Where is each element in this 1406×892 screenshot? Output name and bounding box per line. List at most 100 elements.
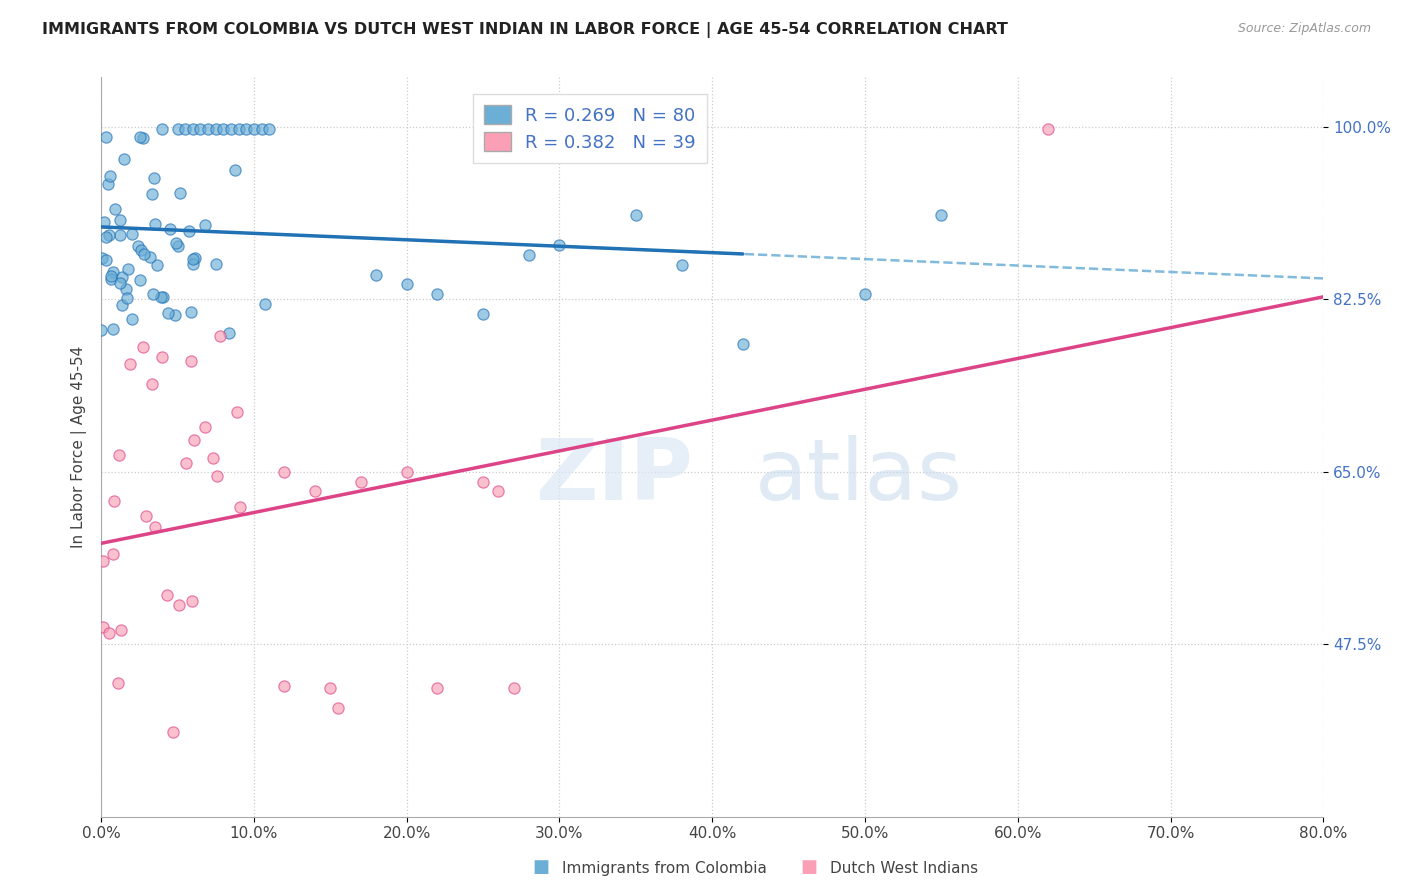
Point <box>121 227 143 242</box>
Text: ■: ■ <box>800 858 817 876</box>
Point <box>731 336 754 351</box>
Point <box>181 252 204 266</box>
Point <box>209 329 232 343</box>
Point <box>395 465 418 479</box>
Point <box>180 305 202 319</box>
Point <box>166 238 188 252</box>
Point <box>183 433 205 447</box>
Point <box>146 258 169 272</box>
Text: IMMIGRANTS FROM COLOMBIA VS DUTCH WEST INDIAN IN LABOR FORCE | AGE 45-54 CORRELA: IMMIGRANTS FROM COLOMBIA VS DUTCH WEST I… <box>42 22 1008 38</box>
Point <box>121 312 143 326</box>
Point <box>204 121 226 136</box>
Point <box>181 257 204 271</box>
Point <box>90 323 112 337</box>
Point <box>142 287 165 301</box>
Point <box>97 625 120 640</box>
Point <box>166 121 188 136</box>
Point <box>169 186 191 200</box>
Point <box>426 681 449 696</box>
Point <box>135 509 157 524</box>
Point <box>502 681 524 696</box>
Point <box>177 224 200 238</box>
Point <box>273 465 295 479</box>
Point <box>115 282 138 296</box>
Point <box>96 129 118 144</box>
Point <box>250 121 273 136</box>
Point <box>472 307 495 321</box>
Point <box>366 268 388 282</box>
Point <box>150 290 173 304</box>
Point <box>254 297 277 311</box>
Point <box>184 251 207 265</box>
Point <box>98 169 121 183</box>
Point <box>104 202 127 217</box>
Point <box>141 376 163 391</box>
Point <box>180 353 202 368</box>
Point <box>426 287 449 301</box>
Point <box>228 121 250 136</box>
Point <box>101 547 124 561</box>
Point <box>624 208 647 222</box>
Point <box>326 701 349 715</box>
Point <box>120 357 142 371</box>
Point <box>150 121 173 136</box>
Point <box>218 326 240 340</box>
Point <box>517 248 540 262</box>
Point <box>150 350 173 364</box>
Point <box>101 265 124 279</box>
Point <box>132 131 155 145</box>
Point <box>103 493 125 508</box>
Text: ■: ■ <box>533 858 550 876</box>
Point <box>94 252 117 267</box>
Text: Dutch West Indians: Dutch West Indians <box>830 861 977 876</box>
Point <box>107 676 129 690</box>
Point <box>115 291 138 305</box>
Point <box>205 257 228 271</box>
Point <box>243 121 266 136</box>
Point <box>141 187 163 202</box>
Point <box>96 230 118 244</box>
Point <box>174 121 197 136</box>
Point <box>117 262 139 277</box>
Point <box>273 679 295 693</box>
Point <box>143 217 166 231</box>
Point <box>205 469 228 483</box>
Text: ZIP: ZIP <box>536 435 693 518</box>
Point <box>165 236 187 251</box>
Point <box>197 121 219 136</box>
Point <box>219 121 242 136</box>
Point <box>100 269 122 284</box>
Point <box>143 519 166 533</box>
Point <box>112 152 135 166</box>
Point <box>108 228 131 243</box>
Point <box>110 623 132 637</box>
Point <box>212 121 235 136</box>
Point <box>395 277 418 292</box>
Point <box>157 305 180 319</box>
Point <box>671 258 693 272</box>
Point <box>131 340 153 354</box>
Text: Immigrants from Colombia: Immigrants from Colombia <box>562 861 768 876</box>
Point <box>128 273 150 287</box>
Point <box>235 121 257 136</box>
Point <box>129 243 152 257</box>
Point <box>350 475 373 489</box>
Point <box>304 484 326 499</box>
Point <box>319 681 342 696</box>
Point <box>174 456 197 470</box>
Point <box>108 448 131 462</box>
Text: Source: ZipAtlas.com: Source: ZipAtlas.com <box>1237 22 1371 36</box>
Point <box>142 171 165 186</box>
Point <box>225 405 247 419</box>
Point <box>98 227 121 242</box>
Point <box>162 725 184 739</box>
Point <box>128 129 150 144</box>
Point <box>472 475 495 489</box>
Point <box>108 276 131 290</box>
Point <box>1038 121 1060 136</box>
Point <box>486 484 509 499</box>
Text: atlas: atlas <box>755 435 963 518</box>
Point <box>93 620 115 634</box>
Point <box>110 213 132 227</box>
Point <box>201 450 224 465</box>
